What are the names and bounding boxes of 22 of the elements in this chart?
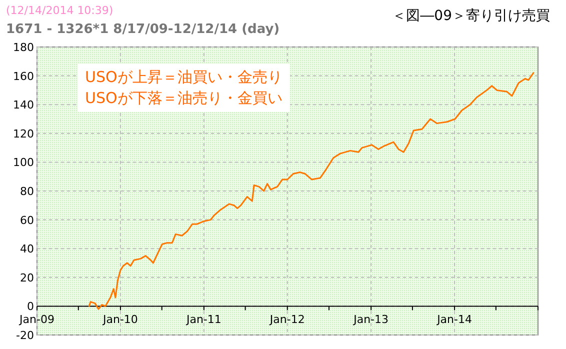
text: (12/14/2014 10:39) [6, 4, 114, 17]
y-tick-label: 140 [13, 98, 34, 112]
y-tick-label: 120 [13, 127, 34, 140]
x-tick-label: Jan-14 [436, 313, 472, 326]
y-tick-label: 60 [20, 214, 34, 227]
x-tick-label: Jan-12 [268, 313, 305, 326]
x-tick-label: Jan-10 [102, 313, 138, 326]
y-tick-label: 180 [13, 41, 34, 54]
chart-subtitle: 1671 - 1326*1 8/17/09-12/12/14 (day) [6, 22, 280, 37]
y-tick-label: 0 [27, 300, 34, 314]
y-tick-label: 80 [20, 185, 34, 198]
annotation: USOが上昇＝油買い・金売り [85, 68, 282, 86]
x-tick-label: Jan-13 [352, 313, 389, 326]
y-tick-label: 40 [20, 242, 34, 256]
x-tick-label: Jan-09 [18, 313, 54, 326]
annotation: USOが下落＝油売り・金買い [85, 89, 282, 107]
x-tick-label: Jan-11 [185, 313, 222, 326]
y-tick-label: -20 [16, 329, 34, 342]
y-tick-label: 20 [20, 271, 34, 284]
chart-title: ＜図―09＞寄り引け売買 [392, 8, 550, 24]
y-tick-label: 160 [13, 70, 34, 83]
y-tick-label: 100 [13, 156, 34, 170]
